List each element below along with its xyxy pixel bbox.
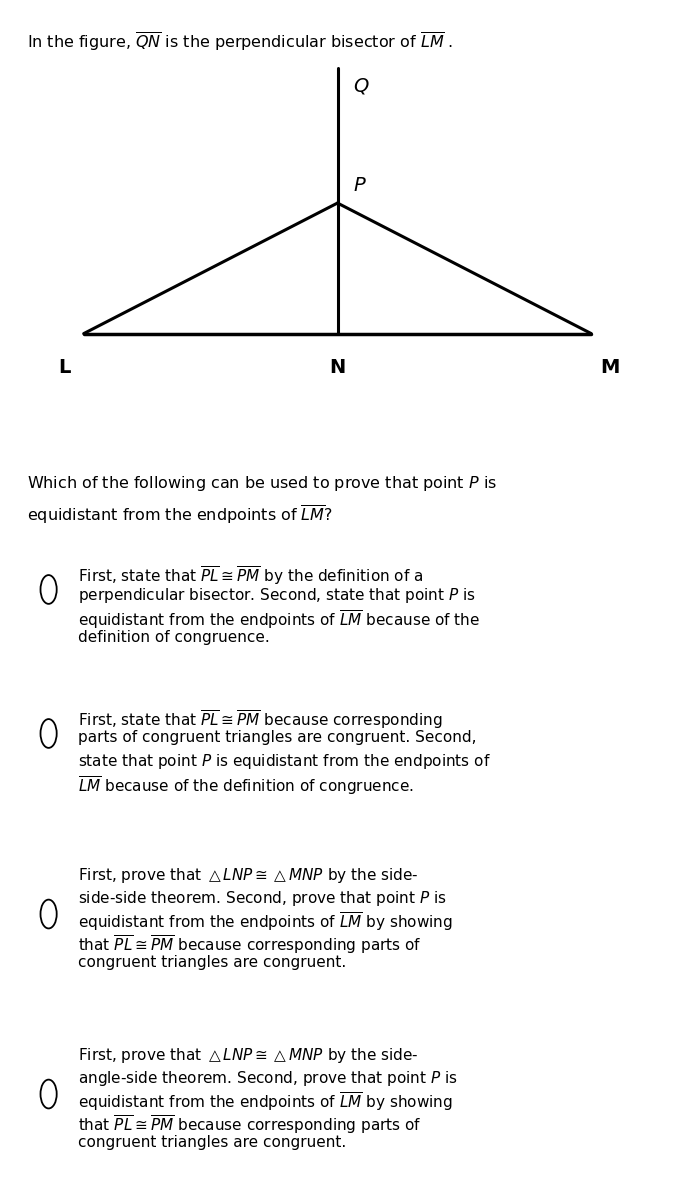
- Text: Q: Q: [354, 77, 369, 96]
- Text: L: L: [59, 358, 71, 377]
- Text: P: P: [354, 176, 365, 194]
- Text: that $\overline{PL}\cong\overline{PM}$ because corresponding parts of: that $\overline{PL}\cong\overline{PM}$ b…: [78, 932, 421, 955]
- Text: In the figure, $\overline{QN}$ is the perpendicular bisector of $\overline{LM}$ : In the figure, $\overline{QN}$ is the pe…: [27, 30, 454, 53]
- Text: M: M: [601, 358, 620, 377]
- Text: equidistant from the endpoints of $\overline{LM}$ by showing: equidistant from the endpoints of $\over…: [78, 1091, 452, 1114]
- Text: First, state that $\overline{PL}\cong\overline{PM}$ by the definition of a: First, state that $\overline{PL}\cong\ov…: [78, 564, 423, 587]
- Text: angle-side theorem. Second, prove that point $P$ is: angle-side theorem. Second, prove that p…: [78, 1068, 458, 1087]
- Text: N: N: [329, 358, 346, 377]
- Text: equidistant from the endpoints of $\overline{LM}$ by showing: equidistant from the endpoints of $\over…: [78, 911, 452, 934]
- Text: state that point $P$ is equidistant from the endpoints of: state that point $P$ is equidistant from…: [78, 752, 490, 772]
- Text: $\overline{LM}$ because of the definition of congruence.: $\overline{LM}$ because of the definitio…: [78, 774, 413, 797]
- Text: First, prove that $\triangle LNP\cong\triangle MNP$ by the side-: First, prove that $\triangle LNP\cong\tr…: [78, 866, 418, 886]
- Text: parts of congruent triangles are congruent. Second,: parts of congruent triangles are congrue…: [78, 730, 476, 745]
- Text: definition of congruence.: definition of congruence.: [78, 630, 269, 646]
- Text: congruent triangles are congruent.: congruent triangles are congruent.: [78, 955, 346, 970]
- Text: First, state that $\overline{PL}\cong\overline{PM}$ because corresponding: First, state that $\overline{PL}\cong\ov…: [78, 708, 442, 731]
- Text: perpendicular bisector. Second, state that point $P$ is: perpendicular bisector. Second, state th…: [78, 586, 476, 605]
- Text: congruent triangles are congruent.: congruent triangles are congruent.: [78, 1135, 346, 1150]
- Text: Which of the following can be used to prove that point $P$ is
equidistant from t: Which of the following can be used to pr…: [27, 474, 497, 526]
- Text: that $\overline{PL}\cong\overline{PM}$ because corresponding parts of: that $\overline{PL}\cong\overline{PM}$ b…: [78, 1112, 421, 1135]
- Text: equidistant from the endpoints of $\overline{LM}$ because of the: equidistant from the endpoints of $\over…: [78, 608, 480, 631]
- Text: side-side theorem. Second, prove that point $P$ is: side-side theorem. Second, prove that po…: [78, 888, 446, 907]
- Text: First, prove that $\triangle LNP\cong\triangle MNP$ by the side-: First, prove that $\triangle LNP\cong\tr…: [78, 1046, 418, 1066]
